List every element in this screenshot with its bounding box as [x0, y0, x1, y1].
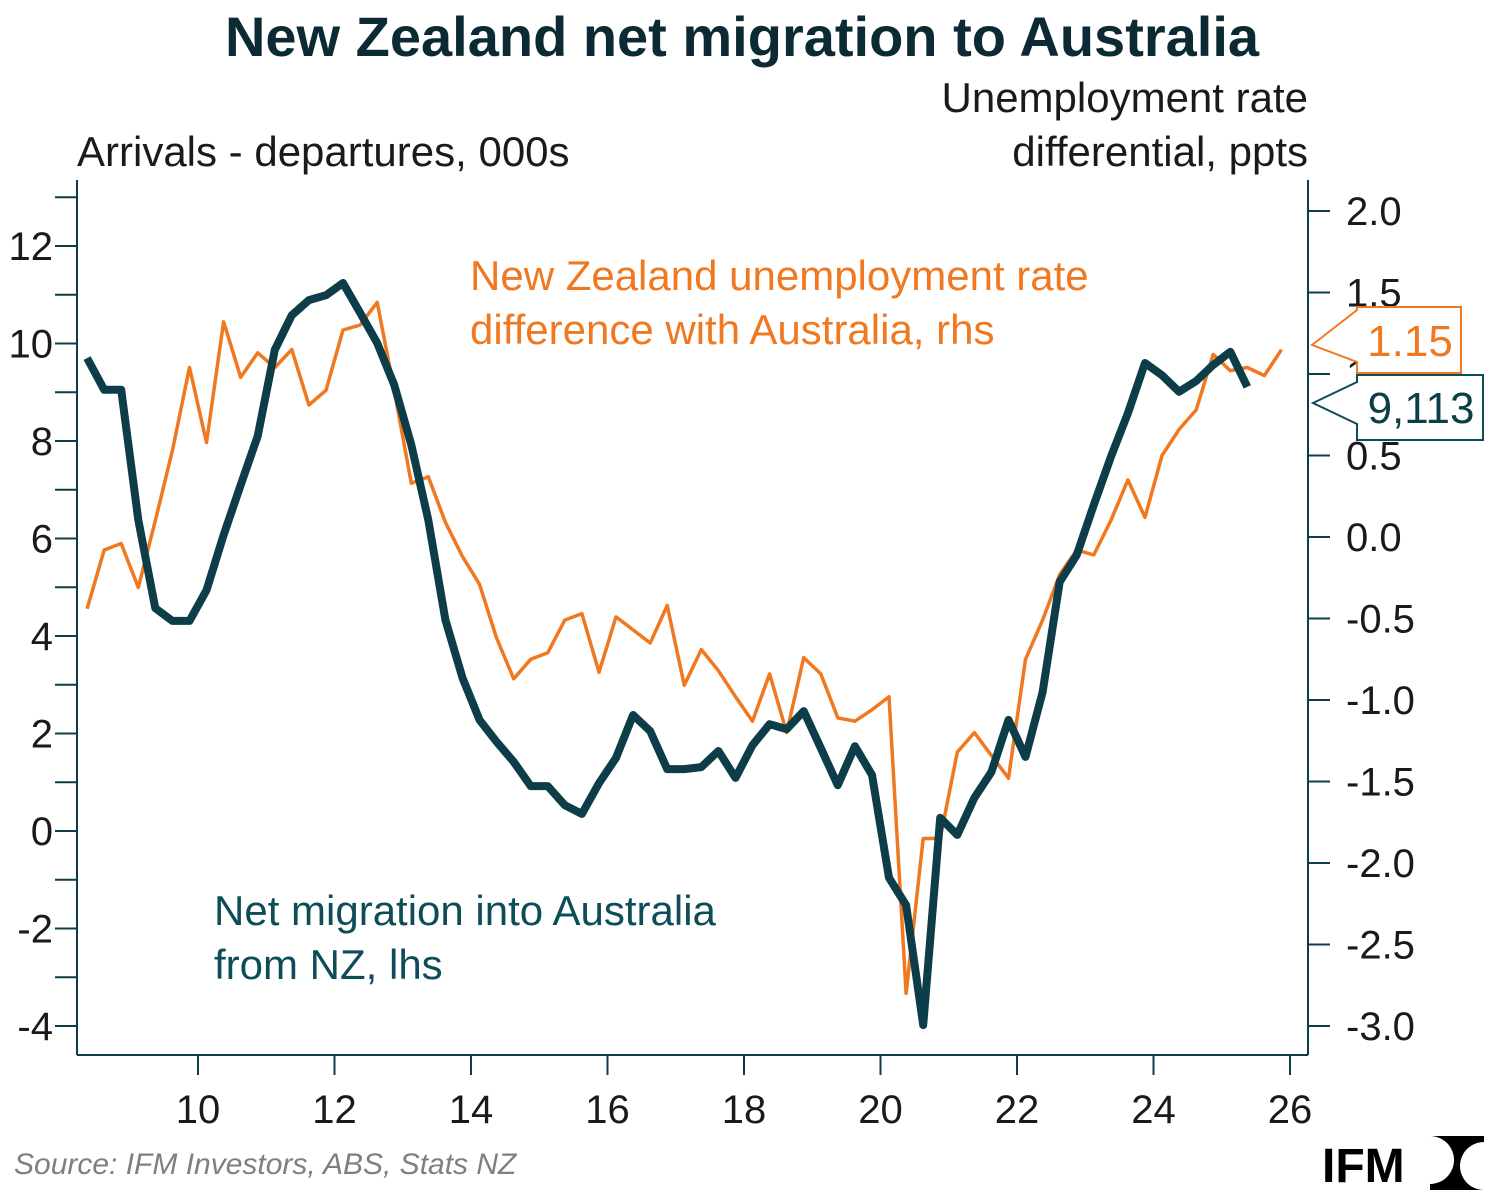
x-tick-label: 14 — [449, 1088, 494, 1132]
x-tick-label: 26 — [1268, 1088, 1313, 1132]
left-tick-label: 8 — [31, 420, 53, 464]
left-tick-label: 10 — [9, 323, 54, 367]
x-tick-label: 12 — [312, 1088, 357, 1132]
left-axis-label: Arrivals - departures, 000s — [77, 128, 570, 175]
ifm-logo: IFM — [1322, 1136, 1484, 1193]
legend-orange-line2: difference with Australia, rhs — [470, 306, 995, 353]
legend-orange-line1: New Zealand unemployment rate — [470, 252, 1089, 299]
series-lines — [83, 279, 1283, 1029]
axes: 121086420-2-42.01.51.00.50.0-0.5-1.0-1.5… — [9, 180, 1415, 1132]
left-tick-label: -2 — [17, 908, 53, 952]
last-value-teal: 9,113 — [1368, 384, 1475, 433]
source-note: Source: IFM Investors, ABS, Stats NZ — [14, 1148, 518, 1181]
left-tick-label: 4 — [31, 615, 53, 659]
right-tick-label: -0.5 — [1346, 598, 1415, 642]
x-tick-label: 22 — [995, 1088, 1040, 1132]
last-value-orange: 1.15 — [1367, 317, 1453, 366]
right-tick-label: -2.0 — [1346, 842, 1415, 886]
left-tick-label: 6 — [31, 518, 53, 562]
x-tick-label: 16 — [585, 1088, 630, 1132]
left-tick-label: 0 — [31, 810, 53, 854]
x-tick-label: 24 — [1131, 1088, 1176, 1132]
right-tick-label: -3.0 — [1346, 1005, 1415, 1049]
right-tick-label: -1.5 — [1346, 761, 1415, 805]
unemployment-differential-line — [85, 300, 1283, 996]
right-axis-label-line1: Unemployment rate — [942, 74, 1309, 121]
logo-mark-icon — [1430, 1136, 1484, 1190]
last-value-callout-teal: 9,113 — [1310, 374, 1484, 441]
right-tick-label: 2.0 — [1346, 190, 1402, 234]
legend-teal-line2: from NZ, lhs — [214, 941, 443, 988]
x-tick-label: 10 — [176, 1088, 221, 1132]
net-migration-line — [83, 279, 1251, 1029]
last-value-callout-orange: 1.15 — [1309, 306, 1462, 374]
x-tick-label: 20 — [858, 1088, 903, 1132]
right-tick-label: 0.5 — [1346, 435, 1402, 479]
left-tick-label: 12 — [9, 225, 54, 269]
x-tick-label: 18 — [722, 1088, 767, 1132]
left-tick-label: 2 — [31, 713, 53, 757]
right-axis-label-line2: differential, ppts — [1012, 128, 1308, 175]
right-tick-label: 0.0 — [1346, 516, 1402, 560]
logo-text: IFM — [1322, 1140, 1405, 1193]
right-tick-label: -1.0 — [1346, 679, 1415, 723]
left-tick-label: -4 — [17, 1005, 53, 1049]
legend-teal-line1: Net migration into Australia — [214, 887, 717, 934]
chart-title: New Zealand net migration to Australia — [225, 5, 1260, 68]
right-tick-label: -2.5 — [1346, 924, 1415, 968]
